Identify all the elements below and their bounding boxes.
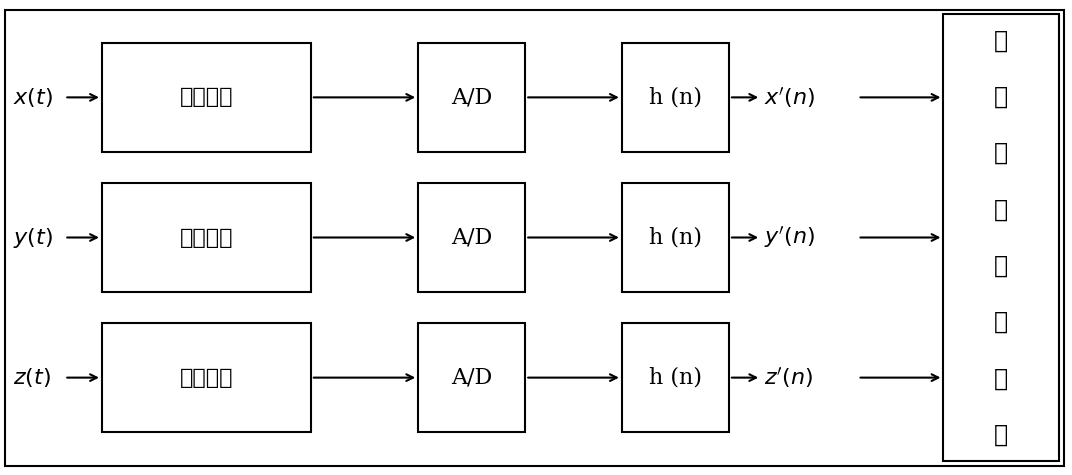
Text: h (n): h (n) bbox=[649, 227, 702, 248]
Text: A/D: A/D bbox=[451, 367, 492, 389]
Text: 低通滤波: 低通滤波 bbox=[180, 86, 233, 108]
Text: 心: 心 bbox=[994, 310, 1009, 334]
Text: $z(t)$: $z(t)$ bbox=[13, 366, 50, 389]
Bar bbox=[943, 14, 1059, 461]
Text: h (n): h (n) bbox=[649, 86, 702, 108]
Text: $y(t)$: $y(t)$ bbox=[13, 226, 53, 249]
Text: 低通滤波: 低通滤波 bbox=[180, 367, 233, 389]
Text: $y^{\prime}(n)$: $y^{\prime}(n)$ bbox=[764, 225, 816, 250]
Text: 三: 三 bbox=[994, 28, 1009, 52]
Text: 波: 波 bbox=[994, 197, 1009, 221]
Text: 轨: 轨 bbox=[994, 366, 1009, 390]
Bar bbox=[622, 183, 729, 292]
Bar bbox=[418, 183, 525, 292]
Bar bbox=[418, 323, 525, 432]
Bar bbox=[622, 323, 729, 432]
Bar bbox=[418, 43, 525, 152]
Bar bbox=[102, 183, 311, 292]
Text: 轴: 轴 bbox=[994, 254, 1009, 278]
Text: $x^{\prime}(n)$: $x^{\prime}(n)$ bbox=[764, 85, 816, 110]
Text: 迹: 迹 bbox=[994, 423, 1009, 446]
Text: A/D: A/D bbox=[451, 86, 492, 108]
Text: $x(t)$: $x(t)$ bbox=[13, 86, 53, 109]
Bar bbox=[622, 43, 729, 152]
Bar bbox=[102, 323, 311, 432]
Text: A/D: A/D bbox=[451, 227, 492, 248]
Text: h (n): h (n) bbox=[649, 367, 702, 389]
Text: $z^{\prime}(n)$: $z^{\prime}(n)$ bbox=[764, 365, 814, 390]
Text: 维: 维 bbox=[994, 85, 1009, 109]
Bar bbox=[102, 43, 311, 152]
Text: 滤: 滤 bbox=[994, 141, 1009, 165]
Text: 低通滤波: 低通滤波 bbox=[180, 227, 233, 248]
